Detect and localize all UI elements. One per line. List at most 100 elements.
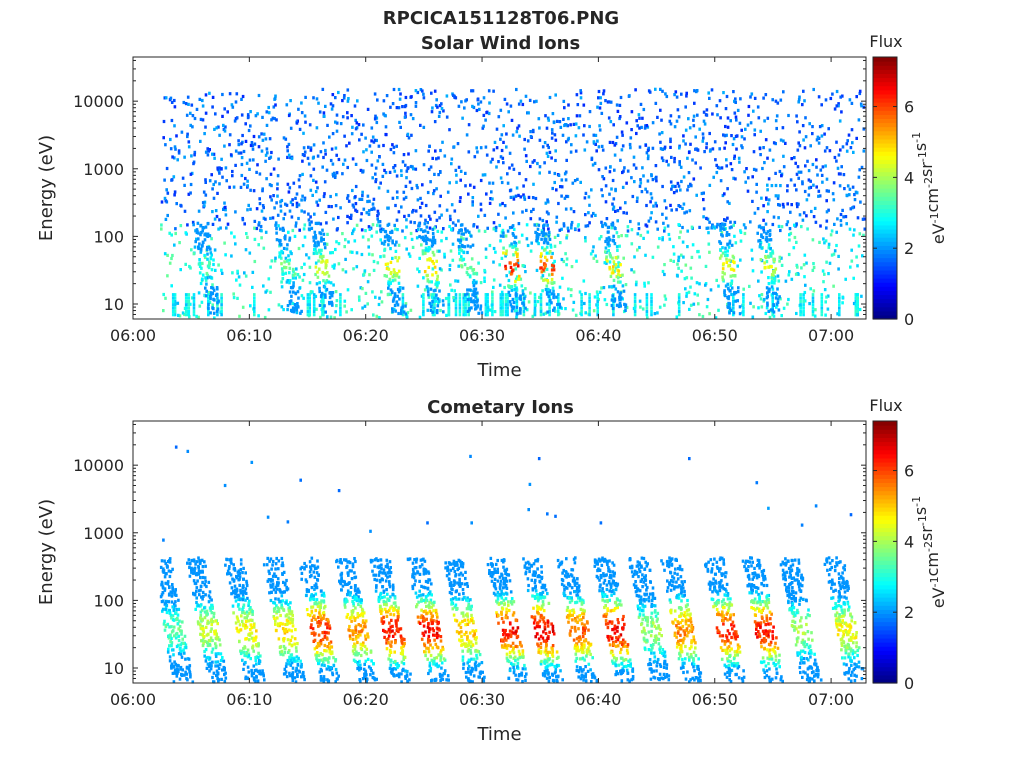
flux-pixel <box>245 583 249 588</box>
flux-pixel <box>525 308 529 312</box>
colorbar-frame <box>872 56 898 320</box>
flux-pixel <box>454 223 457 227</box>
flux-pixel <box>570 226 573 230</box>
flux-pixel <box>696 293 699 297</box>
flux-pixel <box>201 229 204 233</box>
flux-pixel <box>486 226 489 230</box>
flux-pixel <box>420 201 424 205</box>
flux-pixel <box>458 309 462 313</box>
flux-pixel <box>204 225 208 229</box>
flux-pixel <box>816 135 820 139</box>
flux-pixel <box>275 583 279 588</box>
flux-pixel <box>742 299 745 303</box>
flux-pixel <box>401 293 405 297</box>
flux-pixel <box>237 275 241 279</box>
flux-pixel <box>436 277 439 282</box>
flux-pixel <box>323 285 327 289</box>
flux-pixel <box>330 302 334 306</box>
flux-pixel <box>461 116 464 120</box>
flux-pixel <box>835 230 838 234</box>
flux-pixel <box>240 162 244 167</box>
flux-pixel <box>325 259 328 263</box>
flux-pixel <box>569 294 573 298</box>
flux-pixel <box>175 631 179 636</box>
flux-pixel <box>165 603 169 608</box>
flux-pixel <box>639 305 642 309</box>
flux-pixel <box>854 313 858 317</box>
flux-pixel <box>732 299 735 303</box>
flux-pixel <box>732 137 736 141</box>
flux-pixel <box>294 276 297 280</box>
flux-pixel <box>543 223 546 227</box>
flux-pixel <box>376 261 380 265</box>
flux-pixel <box>515 87 518 92</box>
flux-pixel <box>335 129 339 133</box>
flux-pixel <box>211 152 214 156</box>
flux-pixel <box>360 212 363 216</box>
flux-pixel <box>426 273 429 277</box>
flux-pixel <box>317 101 320 105</box>
flux-pixel <box>766 303 769 307</box>
flux-pixel <box>596 303 599 307</box>
flux-pixel <box>620 234 623 238</box>
flux-pixel <box>564 170 568 174</box>
flux-pixel <box>433 89 437 93</box>
flux-pixel <box>618 298 622 302</box>
flux-pixel <box>477 311 480 315</box>
flux-pixel <box>208 290 211 295</box>
flux-pixel <box>269 598 273 603</box>
flux-pixel <box>249 623 253 627</box>
flux-pixel <box>552 268 556 272</box>
flux-pixel <box>405 176 408 180</box>
flux-pixel <box>274 619 277 623</box>
flux-pixel <box>381 162 385 166</box>
flux-pixel <box>619 158 622 162</box>
flux-pixel <box>361 170 364 174</box>
flux-pixel <box>433 309 436 313</box>
flux-pixel <box>659 147 663 151</box>
flux-pixel <box>244 587 248 591</box>
colorbar-tick-label: 6 <box>904 98 914 117</box>
flux-pixel <box>645 313 649 317</box>
flux-pixel <box>367 252 371 256</box>
flux-pixel <box>431 300 434 304</box>
flux-pixel <box>171 618 175 622</box>
flux-pixel <box>250 141 254 145</box>
flux-pixel <box>510 118 514 122</box>
flux-pixel <box>184 313 188 317</box>
flux-pixel <box>395 174 399 178</box>
flux-pixel <box>728 289 731 293</box>
flux-pixel <box>661 212 664 216</box>
flux-pixel <box>300 209 303 213</box>
flux-pixel <box>807 169 811 173</box>
flux-pixel <box>212 680 216 684</box>
flux-pixel <box>253 303 256 307</box>
flux-pixel <box>453 209 457 213</box>
flux-pixel <box>275 227 278 231</box>
flux-pixel <box>713 140 717 144</box>
flux-pixel <box>626 229 630 233</box>
flux-pixel <box>269 195 272 199</box>
flux-pixel <box>828 261 832 265</box>
flux-pixel <box>458 293 462 297</box>
flux-pixel <box>421 89 424 93</box>
flux-pixel <box>414 209 418 213</box>
flux-pixel <box>201 590 205 594</box>
flux-pixel <box>180 673 184 677</box>
flux-pixel <box>531 196 535 200</box>
flux-pixel <box>628 94 631 98</box>
flux-pixel <box>411 117 415 121</box>
flux-pixel <box>603 261 607 265</box>
flux-pixel <box>608 238 612 242</box>
flux-pixel <box>815 158 818 162</box>
flux-pixel <box>198 264 202 268</box>
flux-pixel <box>621 297 624 301</box>
flux-pixel <box>438 110 442 115</box>
flux-pixel <box>769 308 773 312</box>
flux-pixel <box>645 309 649 313</box>
flux-pixel <box>198 258 201 262</box>
flux-pixel <box>209 291 213 295</box>
flux-pixel <box>211 210 214 214</box>
flux-pixel <box>462 309 465 313</box>
flux-pixel <box>271 582 275 586</box>
